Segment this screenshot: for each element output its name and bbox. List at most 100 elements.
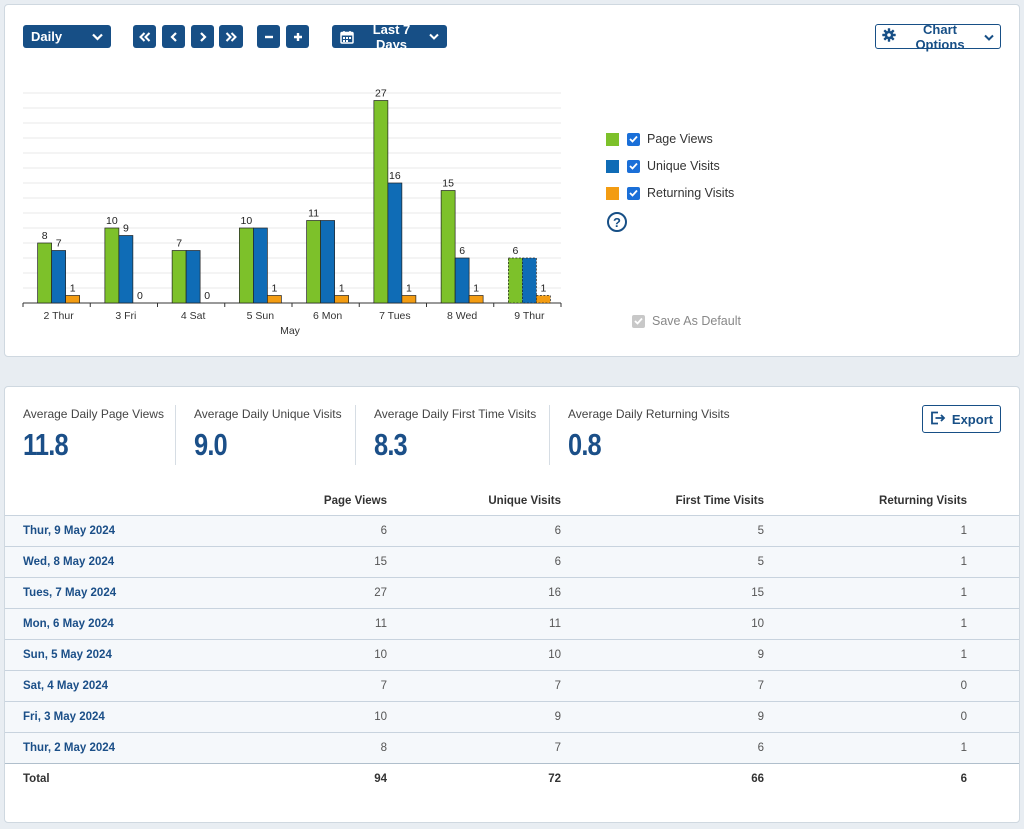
zoom-out-button[interactable] — [257, 25, 280, 48]
chevron-right-icon — [199, 31, 207, 42]
table-cell: 5 — [561, 545, 764, 577]
checkbox-checked-icon[interactable] — [627, 186, 640, 200]
table-cell: 9 — [561, 638, 764, 670]
legend-swatch — [606, 186, 619, 200]
table-cell: 11 — [205, 607, 387, 639]
bar-unique-visits — [522, 257, 537, 304]
table-cell: 1 — [764, 607, 967, 639]
data-label: 27 — [375, 88, 387, 100]
bar-unique-visits — [185, 250, 201, 304]
bar-returning-visits — [334, 295, 349, 304]
legend-swatch — [606, 132, 619, 146]
divider — [549, 405, 550, 465]
table-cell: 1 — [764, 638, 967, 670]
table-row: Wed, 8 May 2024 15 6 5 1 — [5, 545, 1019, 577]
row-date-link[interactable]: Thur, 9 May 2024 — [5, 514, 205, 546]
table-cell: 10 — [205, 700, 387, 732]
double-chevron-right-icon — [225, 31, 237, 42]
row-date-link[interactable]: Mon, 6 May 2024 — [5, 607, 205, 639]
data-label: 8 — [42, 230, 48, 242]
zoom-in-button[interactable] — [286, 25, 309, 48]
last-page-button[interactable] — [219, 25, 243, 48]
table-row: Fri, 3 May 2024 10 9 9 0 — [5, 700, 1019, 732]
bar-returning-visits — [65, 295, 80, 304]
table-row: Sun, 5 May 2024 10 10 9 1 — [5, 638, 1019, 670]
column-header-returning-visits[interactable]: Returning Visits — [879, 494, 967, 507]
table-cell: 7 — [387, 669, 561, 701]
chart-panel: Daily — [4, 4, 1020, 357]
table-cell: 0 — [764, 669, 967, 701]
plus-icon — [293, 32, 303, 42]
x-tick-label: 4 Sat — [181, 310, 206, 322]
legend-item-unique-visits[interactable]: Unique Visits — [606, 159, 720, 173]
row-date-link[interactable]: Tues, 7 May 2024 — [5, 576, 205, 608]
stat-label-unique-visits: Average Daily Unique Visits — [194, 407, 342, 421]
x-tick-label: 7 Tues — [379, 310, 411, 322]
table-cell: 1 — [764, 545, 967, 577]
daily-stats-table: Page Views Unique Visits First Time Visi… — [5, 487, 1019, 794]
date-range-label: Last 7 Days — [372, 21, 411, 52]
export-button[interactable]: Export — [922, 405, 1001, 433]
row-date-link[interactable]: Wed, 8 May 2024 — [5, 545, 205, 577]
table-row: Mon, 6 May 2024 11 11 10 1 — [5, 607, 1019, 639]
row-date-link[interactable]: Sun, 5 May 2024 — [5, 638, 205, 670]
column-header-page-views[interactable]: Page Views — [323, 494, 387, 507]
bar-page-views — [239, 227, 254, 304]
table-cell: 6 — [205, 514, 387, 546]
chart-options-button[interactable]: Chart Options — [875, 22, 1001, 52]
bar-unique-visits — [253, 227, 268, 304]
row-date-link[interactable]: Sat, 4 May 2024 — [5, 669, 205, 701]
data-label: 6 — [512, 245, 518, 257]
first-page-button[interactable] — [133, 25, 156, 48]
previous-button[interactable] — [162, 25, 185, 48]
checkbox-checked-icon[interactable] — [627, 132, 640, 146]
calendar-icon — [340, 30, 354, 44]
x-tick-label: 3 Fri — [115, 310, 136, 322]
table-cell: 6 — [561, 731, 764, 763]
bar-page-views — [508, 257, 523, 304]
x-tick-label: 2 Thur — [44, 310, 75, 322]
table-cell: 6 — [387, 514, 561, 546]
save-as-default[interactable]: Save As Default — [632, 314, 741, 328]
data-label: 16 — [389, 170, 401, 182]
column-header-unique-visits[interactable]: Unique Visits — [488, 494, 561, 507]
column-header-first-time-visits[interactable]: First Time Visits — [675, 494, 764, 507]
table-cell: 1 — [764, 731, 967, 763]
table-cell: 6 — [387, 545, 561, 577]
checkbox-checked-icon[interactable] — [632, 314, 645, 328]
stat-value-page-views: 11.8 — [23, 427, 69, 462]
save-as-default-label: Save As Default — [652, 314, 741, 328]
bar-unique-visits — [387, 182, 403, 304]
bar-page-views — [440, 190, 456, 304]
table-cell: 10 — [387, 638, 561, 670]
legend-item-returning-visits[interactable]: Returning Visits — [606, 186, 734, 200]
bar-unique-visits — [320, 220, 335, 304]
data-label: 6 — [459, 245, 465, 257]
legend-swatch — [606, 159, 619, 173]
data-label: 9 — [123, 223, 129, 235]
total-cell: 94 — [205, 762, 387, 794]
checkbox-checked-icon[interactable] — [627, 159, 640, 173]
stat-value-returning-visits: 0.8 — [568, 427, 602, 462]
legend-item-page-views[interactable]: Page Views — [606, 132, 713, 146]
table-cell: 16 — [387, 576, 561, 608]
date-range-select[interactable]: Last 7 Days — [332, 22, 447, 52]
table-cell: 1 — [764, 576, 967, 608]
x-tick-label: 9 Thur — [514, 310, 545, 322]
bar-unique-visits — [118, 235, 134, 304]
row-date-link[interactable]: Fri, 3 May 2024 — [5, 700, 205, 732]
table-cell: 7 — [387, 731, 561, 763]
interval-select-label: Daily — [31, 29, 63, 44]
data-label: 1 — [406, 283, 412, 295]
data-label: 1 — [339, 283, 345, 295]
table-cell: 8 — [205, 731, 387, 763]
table-row: Thur, 9 May 2024 6 6 5 1 — [5, 514, 1019, 546]
bar-page-views — [104, 227, 120, 304]
legend-label: Returning Visits — [647, 186, 735, 200]
data-label: 1 — [271, 283, 277, 295]
row-date-link[interactable]: Thur, 2 May 2024 — [5, 731, 205, 763]
help-icon[interactable]: ? — [607, 212, 627, 232]
table-row: Tues, 7 May 2024 27 16 15 1 — [5, 576, 1019, 608]
interval-select[interactable]: Daily — [23, 25, 111, 48]
next-button[interactable] — [191, 25, 214, 48]
